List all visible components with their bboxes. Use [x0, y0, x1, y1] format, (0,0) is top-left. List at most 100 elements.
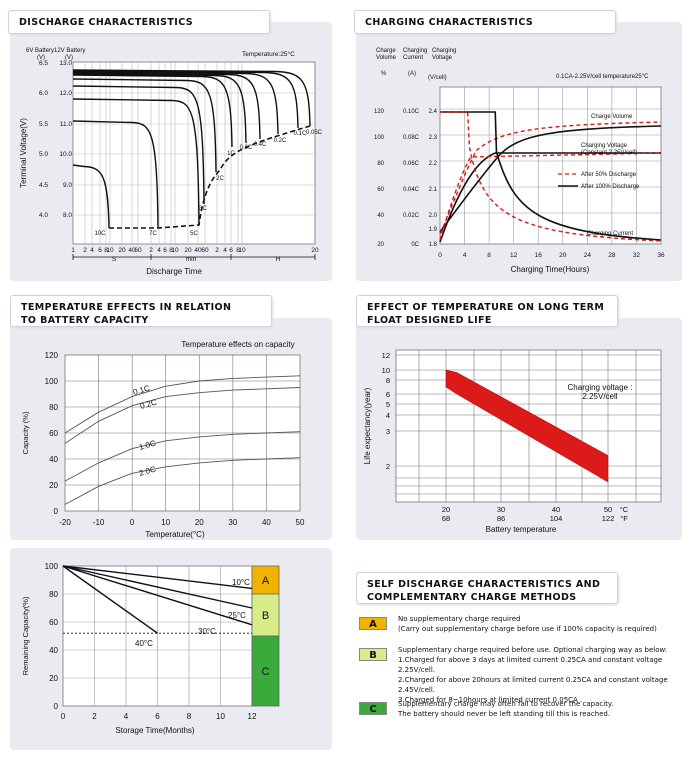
label-6v-battery: 6V Battery — [26, 48, 54, 54]
unit-celsius: °C — [620, 505, 629, 514]
x-tick-label: 10 — [216, 712, 225, 721]
x-tick-label: 20 — [559, 252, 567, 259]
y-tick-label: 40 — [49, 455, 58, 464]
voltage-tick-label: 2.1 — [429, 187, 438, 193]
self-discharge-chart: A B C 100 80 60 40 20 00 2 4 6 8 10 12 Remaining Capaci… — [21, 562, 280, 735]
current-tick-label: 0.04C — [403, 187, 420, 193]
float-life-title: EFFECT OF TEMPERATURE ON LONG TERM FLOAT… — [356, 295, 618, 327]
voltage-tick-label: 2.2 — [429, 161, 438, 167]
curve-label: 0.05C — [306, 130, 323, 136]
plot-area — [72, 61, 316, 245]
legend-text-a: No supplementary charge required (Carry … — [398, 615, 657, 633]
curve-label: 3C — [199, 206, 207, 212]
charging-chart: Charge Volume Charging Current Charging Volta… — [374, 48, 665, 274]
y-axis-label: Remaining Capacity(%) — [21, 596, 30, 675]
voltage-tick-label: 1.9 — [429, 227, 438, 233]
discharge-title: DISCHARGE CHARACTERISTICS — [8, 10, 270, 34]
legend-key-b: B — [359, 648, 387, 661]
discharge-curve — [72, 120, 159, 229]
curve-label: 7C — [149, 231, 157, 237]
volume-tick-label: 80 — [377, 161, 384, 167]
self-discharge-title: SELF DISCHARGE CHARACTERISTICS AND COMPL… — [356, 572, 618, 604]
discharge-curve — [72, 70, 299, 129]
y-tick-label: 80 — [49, 403, 58, 412]
volume-curve-50 — [439, 121, 662, 235]
charge-volume-head: Charge Volume — [376, 48, 397, 61]
current-curve-50 — [440, 111, 662, 242]
x-tick-label: 40 — [194, 247, 202, 254]
x-tick-label: 8 — [169, 247, 173, 254]
charging-voltage-head: Charging Voltage — [432, 48, 456, 61]
x-tick-label: 8 — [487, 252, 491, 259]
y-tick-label: 5 — [386, 400, 390, 409]
curve-label: 0.4C — [254, 142, 267, 148]
series-line — [62, 565, 253, 626]
x-tick-label: 6 — [98, 247, 102, 254]
x-tick-label: 60 — [201, 247, 209, 254]
unit-fahrenheit: °F — [620, 514, 628, 523]
y-tick-label: 20 — [49, 481, 58, 490]
x-tick-label: 4 — [157, 247, 161, 254]
x-tick-label: 4 — [223, 247, 227, 254]
charging-title: CHARGING CHARACTERISTICS — [354, 10, 616, 34]
charging-voltage-unit: (V/cell) — [428, 75, 447, 81]
y6-tick-label: 6.0 — [39, 90, 48, 97]
plot-area — [439, 86, 662, 245]
x-tick-label: 8 — [104, 247, 108, 254]
y6-tick-label: 6.5 — [39, 60, 48, 67]
label-6v-unit: (V) — [37, 55, 45, 61]
y-tick-label: 80 — [49, 590, 58, 599]
y12-tick-label: 12.0 — [59, 90, 72, 97]
discharge-curve — [72, 72, 261, 140]
x-tick-label: 20 — [195, 518, 204, 527]
voltage-tick-label: 2.3 — [429, 135, 438, 141]
x-tick-label: 4 — [124, 712, 129, 721]
y12-tick-label: 13.0 — [59, 60, 72, 67]
y-tick-label: 8 — [386, 376, 390, 385]
curve-label: 1C — [227, 151, 235, 157]
series-line — [64, 457, 301, 505]
y-tick-label: 6 — [386, 390, 390, 399]
x-tick-label: 12 — [510, 252, 518, 259]
volume-tick-label: 40 — [377, 213, 384, 219]
x-tick-label: 0 — [61, 712, 66, 721]
label-charging-voltage: Charging Voltage (Constant 2.25V/cell) — [581, 143, 637, 156]
series-label: 30°C — [198, 627, 216, 636]
series-line — [64, 431, 301, 482]
discharge-curve — [72, 74, 233, 148]
volume-curve-100 — [439, 125, 662, 233]
x-tick-label-c: 50 — [604, 505, 612, 514]
y6-tick-label: 5.5 — [39, 121, 48, 128]
current-curve-100 — [440, 111, 662, 241]
x-tick-label: 20 — [311, 247, 319, 254]
self-discharge-legend: A No supplementary charge required (Carry… — [356, 610, 686, 720]
discharge-curve — [72, 98, 200, 226]
curve-label: 0.2C — [274, 138, 287, 144]
y12-tick-label: 8.0 — [63, 212, 72, 219]
x-tick-label-f: 122 — [602, 514, 615, 523]
label-after-50: After 50% Discharge — [581, 172, 637, 178]
zone-c — [251, 635, 280, 707]
x-tick-label-f: 104 — [550, 514, 563, 523]
curve-label: 2C — [216, 176, 224, 182]
label-12v-battery: 12V Battery — [54, 48, 85, 54]
y-tick-label: 10 — [382, 366, 390, 375]
x-axis-label: Temperature(°C) — [145, 530, 205, 539]
unit-hours: H — [276, 256, 281, 263]
y-tick-label: 0 — [54, 507, 59, 516]
x-tick-label: 10 — [161, 518, 170, 527]
y12-tick-label: 11.0 — [60, 121, 73, 128]
x-tick-label: 50 — [296, 518, 305, 527]
x-tick-label: 10 — [106, 247, 114, 254]
legend-key-a: A — [359, 617, 387, 630]
discharge-chart: 6V Battery 12V Battery(V) (V) Temperature:2… — [19, 48, 323, 276]
end-voltage-line — [109, 125, 311, 229]
y-tick-label: 20 — [49, 674, 58, 683]
x-tick-label-f: 86 — [497, 514, 505, 523]
charging-condition: 0.1CA-2.25V/cell temperature25°C — [556, 74, 649, 80]
curve-label: 10C — [94, 231, 106, 237]
temperature-note: Temperature:25°C — [242, 50, 295, 58]
x-tick-label: 2 — [92, 712, 97, 721]
y-tick-label: 0 — [54, 702, 59, 711]
